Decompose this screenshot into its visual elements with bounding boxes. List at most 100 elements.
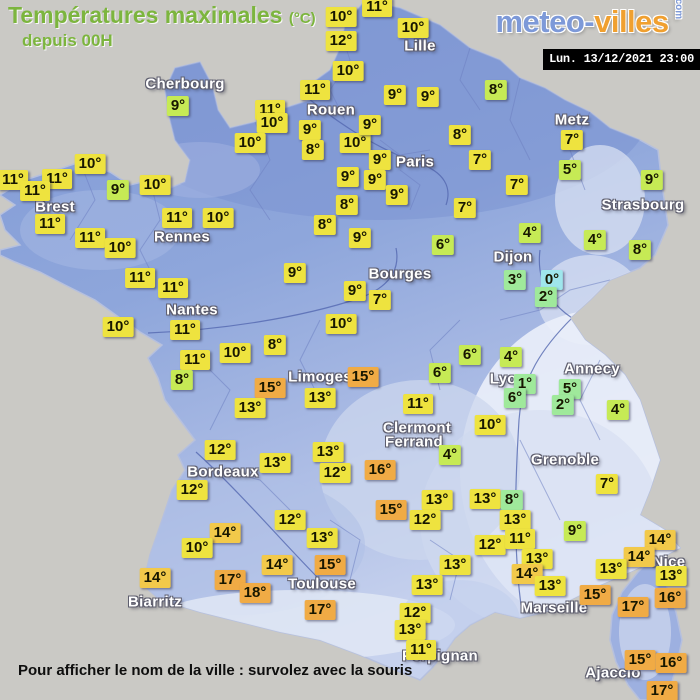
temp-badge[interactable]: 10° — [397, 18, 429, 38]
temp-badge[interactable]: 11° — [162, 208, 192, 228]
temp-badge[interactable]: 9° — [383, 85, 407, 105]
temp-badge[interactable]: 11° — [158, 278, 188, 298]
temp-badge[interactable]: 16° — [364, 460, 396, 480]
temp-badge[interactable]: 13° — [259, 453, 291, 473]
temp-badge[interactable]: 10° — [104, 238, 136, 258]
temp-badge[interactable]: 12° — [325, 31, 357, 51]
temp-badge[interactable]: 10° — [234, 133, 266, 153]
temp-badge[interactable]: 4° — [583, 230, 607, 250]
temp-badge[interactable]: 13° — [439, 555, 471, 575]
temp-badge[interactable]: 9° — [348, 228, 372, 248]
temp-badge[interactable]: 4° — [518, 223, 542, 243]
temp-badge[interactable]: 15° — [254, 378, 286, 398]
temp-badge[interactable]: 4° — [499, 347, 523, 367]
temp-badge[interactable]: 8° — [313, 215, 337, 235]
temp-badge[interactable]: 8° — [500, 490, 524, 510]
temp-badge[interactable]: 4° — [606, 400, 630, 420]
temp-badge[interactable]: 13° — [234, 398, 266, 418]
temp-badge[interactable]: 10° — [256, 113, 288, 133]
temp-badge[interactable]: 6° — [503, 388, 527, 408]
temp-badge[interactable]: 11° — [406, 640, 436, 660]
temp-badge[interactable]: 10° — [102, 317, 134, 337]
temp-badge[interactable]: 11° — [362, 0, 392, 17]
temp-badge[interactable]: 15° — [314, 555, 346, 575]
temp-badge[interactable]: 8° — [263, 335, 287, 355]
temp-badge[interactable]: 9° — [363, 170, 387, 190]
temp-badge[interactable]: 17° — [617, 597, 649, 617]
temp-badge[interactable]: 8° — [170, 370, 194, 390]
temp-badge[interactable]: 14° — [623, 547, 655, 567]
temp-badge[interactable]: 10° — [139, 175, 171, 195]
temp-badge[interactable]: 9° — [416, 87, 440, 107]
temp-badge[interactable]: 13° — [499, 510, 531, 530]
temp-badge[interactable]: 7° — [468, 150, 492, 170]
temp-badge[interactable]: 12° — [399, 603, 431, 623]
temp-badge[interactable]: 10° — [74, 154, 106, 174]
temp-badge[interactable]: 7° — [368, 290, 392, 310]
temp-badge[interactable]: 16° — [654, 588, 686, 608]
temp-badge[interactable]: 10° — [325, 314, 357, 334]
temp-badge[interactable]: 11° — [35, 214, 65, 234]
temp-badge[interactable]: 7° — [560, 130, 584, 150]
temp-badge[interactable]: 14° — [139, 568, 171, 588]
temp-badge[interactable]: 8° — [484, 80, 508, 100]
temp-badge[interactable]: 15° — [579, 585, 611, 605]
temp-badge[interactable]: 11° — [505, 529, 535, 549]
temp-badge[interactable]: 13° — [655, 566, 687, 586]
temp-badge[interactable]: 8° — [628, 240, 652, 260]
temp-badge[interactable]: 9° — [343, 281, 367, 301]
temp-badge[interactable]: 4° — [438, 445, 462, 465]
temp-badge[interactable]: 15° — [624, 650, 656, 670]
temp-badge[interactable]: 9° — [358, 115, 382, 135]
temp-badge[interactable]: 6° — [458, 345, 482, 365]
temp-badge[interactable]: 12° — [319, 463, 351, 483]
temp-badge[interactable]: 9° — [166, 96, 190, 116]
temp-badge[interactable]: 8° — [448, 125, 472, 145]
temp-badge[interactable]: 9° — [640, 170, 664, 190]
temp-badge[interactable]: 11° — [75, 228, 105, 248]
temp-badge[interactable]: 9° — [368, 150, 392, 170]
temp-badge[interactable]: 17° — [214, 570, 246, 590]
temp-badge[interactable]: 16° — [655, 653, 687, 673]
temp-badge[interactable]: 15° — [375, 500, 407, 520]
temp-badge[interactable]: 10° — [181, 538, 213, 558]
temp-badge[interactable]: 11° — [403, 394, 433, 414]
temp-badge[interactable]: 7° — [595, 474, 619, 494]
temp-badge[interactable]: 6° — [428, 363, 452, 383]
temp-badge[interactable]: 11° — [180, 350, 210, 370]
temp-badge[interactable]: 12° — [474, 535, 506, 555]
temp-badge[interactable]: 10° — [474, 415, 506, 435]
temp-badge[interactable]: 7° — [453, 198, 477, 218]
temp-badge[interactable]: 11° — [20, 181, 50, 201]
temp-badge[interactable]: 11° — [125, 268, 155, 288]
temp-badge[interactable]: 6° — [431, 235, 455, 255]
temp-badge[interactable]: 5° — [558, 379, 582, 399]
temp-badge[interactable]: 12° — [274, 510, 306, 530]
temp-badge[interactable]: 13° — [312, 442, 344, 462]
temp-badge[interactable]: 7° — [505, 175, 529, 195]
temp-badge[interactable]: 13° — [394, 620, 426, 640]
meteo-villes-logo[interactable]: meteo-villes .com — [495, 0, 690, 40]
temp-badge[interactable]: 8° — [301, 140, 325, 160]
temp-badge[interactable]: 14° — [209, 523, 241, 543]
temp-badge[interactable]: 15° — [347, 367, 379, 387]
temp-badge[interactable]: 13° — [411, 575, 443, 595]
temp-badge[interactable]: 14° — [644, 530, 676, 550]
temp-badge[interactable]: 9° — [563, 521, 587, 541]
temp-badge[interactable]: 10° — [202, 208, 234, 228]
temp-badge[interactable]: 13° — [469, 489, 501, 509]
temp-badge[interactable]: 13° — [534, 576, 566, 596]
temp-badge[interactable]: 9° — [106, 180, 130, 200]
temp-badge[interactable]: 10° — [325, 7, 357, 27]
temp-badge[interactable]: 8° — [335, 195, 359, 215]
temp-badge[interactable]: 3° — [503, 270, 527, 290]
temp-badge[interactable]: 14° — [261, 555, 293, 575]
temp-badge[interactable]: 13° — [421, 490, 453, 510]
temp-badge[interactable]: 10° — [339, 133, 371, 153]
temp-badge[interactable]: 2° — [534, 287, 558, 307]
temp-badge[interactable]: 9° — [283, 263, 307, 283]
temp-badge[interactable]: 13° — [304, 388, 336, 408]
temp-badge[interactable]: 9° — [336, 167, 360, 187]
temp-badge[interactable]: 9° — [385, 185, 409, 205]
temp-badge[interactable]: 17° — [304, 600, 336, 620]
